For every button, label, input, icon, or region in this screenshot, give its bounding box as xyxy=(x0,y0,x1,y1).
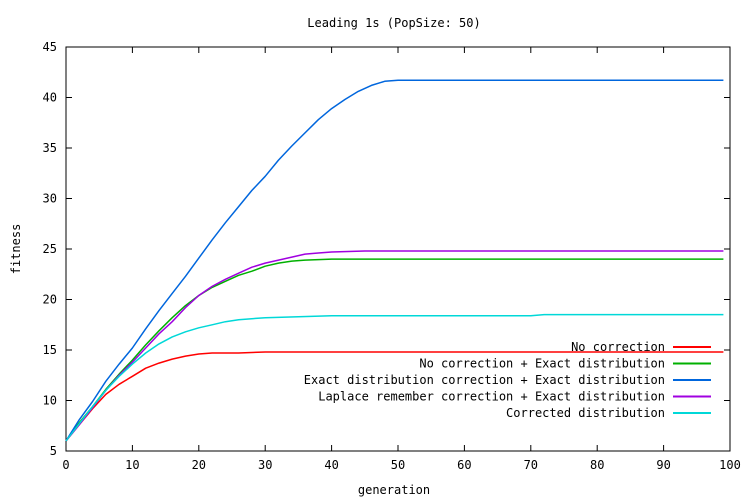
x-tick-label: 0 xyxy=(62,458,69,472)
x-tick-label: 50 xyxy=(391,458,405,472)
x-axis-label: generation xyxy=(358,483,430,497)
y-tick-label: 40 xyxy=(43,91,57,105)
x-tick-label: 30 xyxy=(258,458,272,472)
x-tick-label: 10 xyxy=(125,458,139,472)
chart-title: Leading 1s (PopSize: 50) xyxy=(307,16,480,30)
y-tick-label: 10 xyxy=(43,394,57,408)
y-tick-label: 25 xyxy=(43,242,57,256)
x-tick-label: 80 xyxy=(590,458,604,472)
x-tick-label: 100 xyxy=(719,458,741,472)
legend-label: Corrected distribution xyxy=(506,406,665,420)
legend-label: No correction + Exact distribution xyxy=(419,357,665,371)
legend-label: Exact distribution correction + Exact di… xyxy=(304,373,665,387)
x-tick-label: 60 xyxy=(457,458,471,472)
x-tick-label: 40 xyxy=(324,458,338,472)
y-tick-label: 45 xyxy=(43,40,57,54)
y-tick-label: 5 xyxy=(50,444,57,458)
x-tick-label: 70 xyxy=(524,458,538,472)
x-tick-label: 90 xyxy=(656,458,670,472)
series-line xyxy=(65,313,724,442)
y-tick-label: 20 xyxy=(43,293,57,307)
legend-label: No correction xyxy=(571,340,665,354)
y-tick-label: 15 xyxy=(43,343,57,357)
y-tick-label: 35 xyxy=(43,141,57,155)
series-line xyxy=(65,351,724,442)
legend: No correction No correction + Exact distr… xyxy=(304,340,711,420)
series-lines xyxy=(65,79,724,442)
x-tick-label: 20 xyxy=(192,458,206,472)
legend-label: Laplace remember correction + Exact dist… xyxy=(318,390,665,404)
series-line xyxy=(65,79,724,442)
axis-ticks: 0 10 20 30 40 50 60 70 80 90 100 5 10 15 20 25 30 35 40 45 xyxy=(43,40,741,472)
y-tick-label: 30 xyxy=(43,192,57,206)
y-axis-label: fitness xyxy=(9,224,23,275)
